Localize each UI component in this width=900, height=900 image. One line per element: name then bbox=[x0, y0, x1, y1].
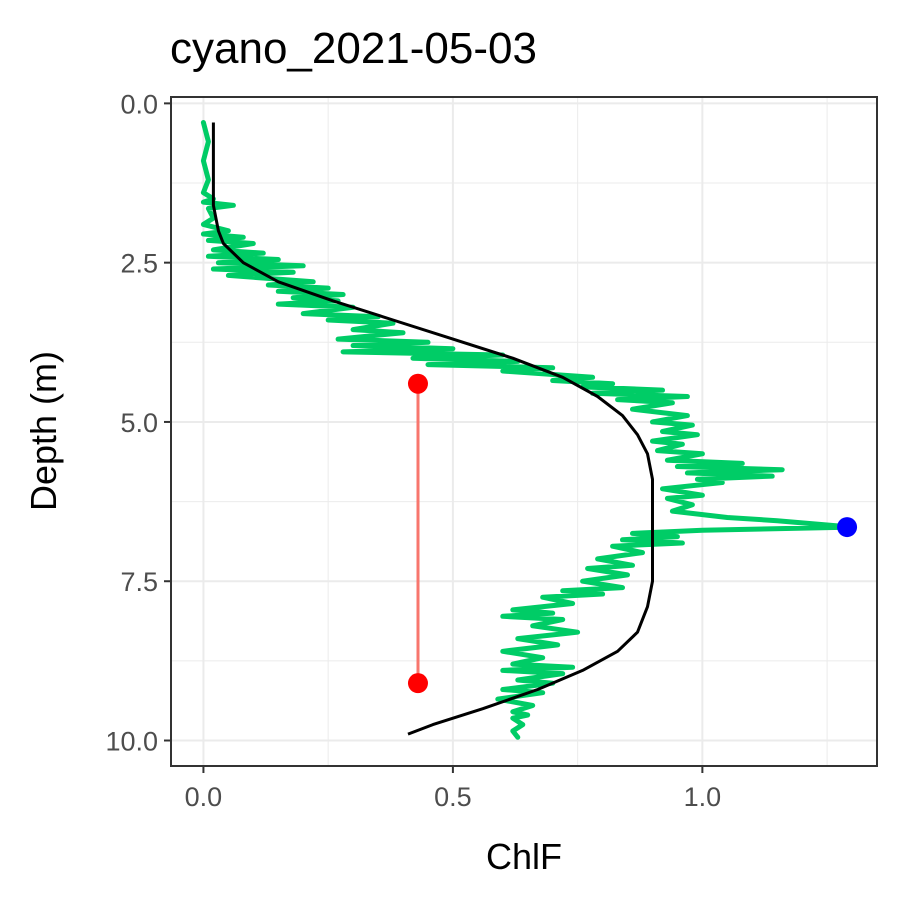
y-axis-title: Depth (m) bbox=[23, 351, 64, 511]
chart-title: cyano_2021-05-03 bbox=[170, 24, 537, 73]
y-tick-label: 0.0 bbox=[120, 89, 158, 119]
x-axis-title: ChlF bbox=[486, 836, 562, 877]
observed-profile-line bbox=[200, 120, 855, 740]
peak-point bbox=[837, 517, 858, 538]
fitted-profile-line bbox=[211, 122, 654, 736]
series-layer bbox=[200, 120, 858, 740]
plot-panel-border bbox=[170, 96, 878, 767]
grid-minor bbox=[171, 97, 877, 766]
range-endpoint-point bbox=[407, 373, 428, 394]
y-tick-label: 10.0 bbox=[105, 727, 158, 757]
y-axis: 0.0 2.5 5.0 7.5 10.0 bbox=[105, 89, 171, 757]
grid-major bbox=[171, 97, 877, 766]
x-tick-label: 0.0 bbox=[185, 782, 223, 812]
x-tick-label: 0.5 bbox=[434, 782, 472, 812]
x-axis: 0.0 0.5 1.0 bbox=[185, 766, 721, 812]
y-tick-label: 2.5 bbox=[120, 249, 158, 279]
y-tick-label: 5.0 bbox=[120, 408, 158, 438]
y-tick-label: 7.5 bbox=[120, 567, 158, 597]
x-tick-label: 1.0 bbox=[684, 782, 722, 812]
range-endpoint-point bbox=[407, 673, 428, 694]
